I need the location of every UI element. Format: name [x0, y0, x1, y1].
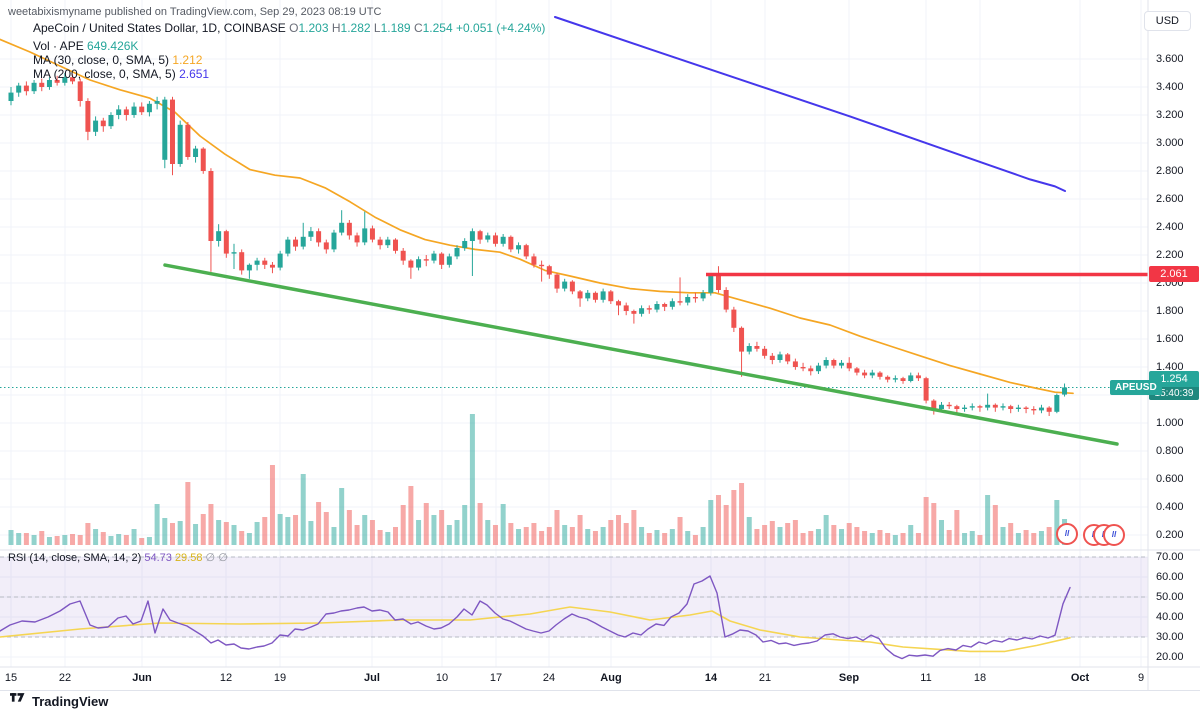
svg-text:18: 18	[974, 672, 986, 684]
tradingview-logo-icon[interactable]	[10, 692, 25, 711]
svg-text:10: 10	[436, 672, 448, 684]
svg-text:Jul: Jul	[364, 672, 380, 684]
change-value: +0.051 (+4.24%)	[456, 21, 546, 35]
svg-text:1.800: 1.800	[1156, 305, 1184, 317]
svg-text:20.00: 20.00	[1156, 651, 1184, 663]
svg-text:Jun: Jun	[132, 672, 152, 684]
ma200-legend-row[interactable]: MA (200, close, 0, SMA, 5) 2.651	[33, 67, 209, 81]
close-value: 1.254	[422, 21, 453, 35]
svg-text:Sep: Sep	[839, 672, 859, 684]
svg-text:3.000: 3.000	[1156, 137, 1184, 149]
symbol-price-tag: APEUSD	[1110, 380, 1162, 395]
svg-text:3.400: 3.400	[1156, 81, 1184, 93]
svg-text:70.00: 70.00	[1156, 551, 1184, 563]
currency-toggle-button[interactable]: USD	[1143, 11, 1191, 31]
svg-text:0.800: 0.800	[1156, 445, 1184, 457]
svg-text:9: 9	[1138, 672, 1144, 684]
svg-text:1.600: 1.600	[1156, 333, 1184, 345]
svg-text:40.00: 40.00	[1156, 611, 1184, 623]
svg-text:3.600: 3.600	[1156, 53, 1184, 65]
volume-label: Vol · APE	[33, 39, 84, 53]
volume-value: 649.426K	[87, 39, 139, 53]
rsi-ma-value: 29.58	[174, 552, 203, 564]
symbol-title[interactable]: ApeCoin / United States Dollar, 1D, COIN…	[33, 21, 286, 35]
svg-text:2.200: 2.200	[1156, 249, 1184, 261]
svg-text:0.400: 0.400	[1156, 501, 1184, 513]
event-sticker[interactable]: ll	[1103, 524, 1125, 546]
low-label: L	[373, 21, 381, 35]
svg-text:0.200: 0.200	[1156, 529, 1184, 541]
publish-attribution: weetabixismyname published on TradingVie…	[8, 6, 382, 18]
svg-text:11: 11	[920, 672, 931, 684]
open-label: O	[289, 21, 299, 35]
svg-text:0.600: 0.600	[1156, 473, 1184, 485]
high-label: H	[331, 21, 341, 35]
rsi-band-null-icon: ∅	[218, 552, 228, 564]
open-value: 1.203	[298, 21, 329, 35]
svg-text:14: 14	[705, 672, 718, 684]
svg-text:22: 22	[59, 672, 71, 684]
ma200-value: 2.651	[179, 67, 210, 81]
svg-text:24: 24	[543, 672, 555, 684]
rsi-legend-row[interactable]: RSI (14, close, SMA, 14, 2) 54.73 29.58 …	[8, 551, 228, 564]
svg-text:2.800: 2.800	[1156, 165, 1184, 177]
svg-text:1.000: 1.000	[1156, 417, 1184, 429]
svg-text:21: 21	[759, 672, 771, 684]
svg-text:19: 19	[274, 672, 286, 684]
svg-text:17: 17	[490, 672, 502, 684]
svg-text:Aug: Aug	[600, 672, 621, 684]
ray-price-label: 2.061	[1149, 266, 1199, 282]
rsi-band-null-icon: ∅	[205, 552, 216, 564]
svg-text:12: 12	[220, 672, 232, 684]
volume-legend-row[interactable]: Vol · APE 649.426K	[33, 39, 138, 53]
rsi-value: 54.73	[144, 552, 172, 564]
current-price-value: 1.254	[1160, 373, 1188, 385]
svg-text:50.00: 50.00	[1156, 591, 1184, 603]
footer-bar: TradingView	[0, 691, 1200, 711]
svg-text:2.600: 2.600	[1156, 193, 1184, 205]
ma30-legend-row[interactable]: MA (30, close, 0, SMA, 5) 1.212	[33, 53, 202, 67]
rsi-label: RSI (14, close, SMA, 14, 2)	[8, 552, 142, 564]
svg-text:2.400: 2.400	[1156, 221, 1184, 233]
low-value: 1.189	[380, 21, 411, 35]
ma30-value: 1.212	[172, 53, 203, 67]
event-sticker[interactable]: ll	[1056, 523, 1078, 545]
high-value: 1.282	[340, 21, 371, 35]
svg-text:Oct: Oct	[1071, 672, 1090, 684]
close-label: C	[413, 21, 423, 35]
svg-text:1.400: 1.400	[1156, 361, 1184, 373]
tradingview-logo-text[interactable]: TradingView	[32, 693, 109, 709]
svg-text:30.00: 30.00	[1156, 631, 1184, 643]
svg-text:15: 15	[5, 672, 17, 684]
svg-text:60.00: 60.00	[1156, 571, 1184, 583]
symbol-legend-row[interactable]: ApeCoin / United States Dollar, 1D, COIN…	[33, 21, 545, 35]
ma30-label: MA (30, close, 0, SMA, 5)	[33, 53, 170, 67]
ma200-label: MA (200, close, 0, SMA, 5)	[33, 67, 176, 81]
svg-text:3.200: 3.200	[1156, 109, 1184, 121]
